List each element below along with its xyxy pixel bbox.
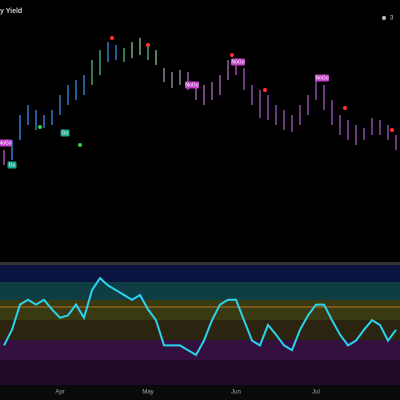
x-tick-label: May: [142, 390, 153, 396]
band: [0, 340, 400, 360]
band: [0, 282, 400, 300]
oscillator-line: [3, 276, 397, 357]
annotation-box: [7, 161, 17, 169]
signal-dot: [263, 88, 267, 92]
annotation-box: [0, 139, 12, 147]
x-axis-strip: [0, 385, 400, 400]
signal-dot: [78, 143, 82, 147]
badge-icon: [382, 16, 386, 20]
signal-dot: [146, 43, 150, 47]
chart-title: y Yield: [0, 8, 22, 15]
band: [0, 300, 400, 320]
signal-dot: [343, 106, 347, 110]
annotation-box: [315, 74, 329, 82]
annotation-box: [185, 81, 199, 89]
annotation: Go: [62, 130, 69, 136]
x-tick-label: Jul: [312, 390, 320, 396]
x-tick-label: Apr: [55, 390, 64, 396]
annotation: NoGo: [315, 75, 328, 81]
band: [0, 320, 400, 340]
signal-dot: [230, 53, 234, 57]
annotation: Go: [9, 162, 16, 168]
band: [0, 265, 400, 282]
signal-dot: [38, 125, 42, 129]
x-tick-label: Jun: [231, 390, 241, 396]
annotation-box: [231, 58, 245, 66]
band: [0, 360, 400, 385]
annotation: NoGo: [0, 140, 12, 146]
annotation-box: [60, 129, 70, 137]
signal-dot: [390, 128, 394, 132]
oscillator-bands: [0, 262, 400, 385]
annotation: NoGo: [185, 82, 198, 88]
panel-divider: [0, 262, 400, 265]
annotation: NoGo: [231, 59, 244, 65]
signal-dot: [110, 36, 114, 40]
badge: 3: [390, 16, 394, 22]
